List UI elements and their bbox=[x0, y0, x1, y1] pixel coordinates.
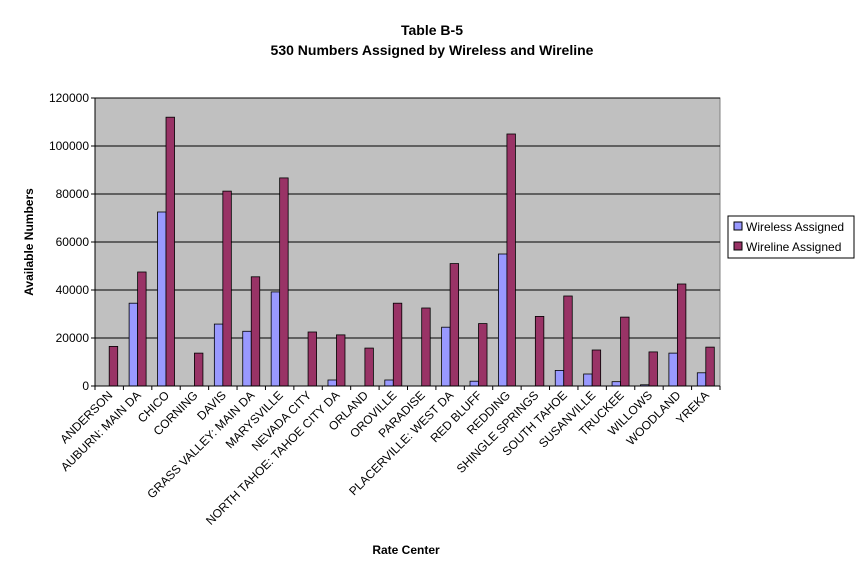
bar-wireless-5 bbox=[213, 323, 224, 387]
bar-wireless-6 bbox=[242, 330, 252, 387]
y-tick-label: 20000 bbox=[56, 331, 90, 345]
y-tick-label: 60000 bbox=[56, 235, 90, 249]
y-axis-title: Available Numbers bbox=[22, 188, 36, 296]
bar-wireless-21 bbox=[668, 352, 678, 387]
bar-wireless-14 bbox=[469, 380, 479, 387]
bar-wireless-3 bbox=[157, 211, 167, 387]
axes bbox=[91, 97, 721, 390]
bar-wireline-16 bbox=[534, 315, 545, 387]
legend-swatch-wireline bbox=[733, 241, 743, 251]
bar-wireless-22 bbox=[696, 372, 707, 387]
bar-wireline-21 bbox=[676, 283, 687, 387]
bar-wireless-13 bbox=[441, 326, 451, 387]
legend-label-wireless: Wireless Assigned bbox=[746, 220, 844, 234]
legend-box bbox=[727, 215, 855, 259]
chart-title: Table B-5 bbox=[401, 22, 463, 38]
y-tick-labels: 0 20000 40000 60000 80000 100000 120000 bbox=[49, 91, 89, 393]
legend-swatch-wireless bbox=[733, 221, 743, 231]
bars bbox=[108, 116, 715, 387]
bar-wireless-7 bbox=[270, 291, 281, 387]
bar-wireline-17 bbox=[563, 295, 573, 387]
bar-wireline-4 bbox=[194, 352, 204, 387]
gridlines bbox=[95, 97, 720, 339]
legend: Wireless Assigned Wireline Assigned bbox=[727, 215, 855, 259]
bar-wireless-18 bbox=[583, 373, 593, 387]
bar-wireless-15 bbox=[498, 253, 508, 387]
bar-wireline-2 bbox=[137, 271, 147, 387]
bar-wireline-10 bbox=[364, 347, 374, 387]
bar-wireline-12 bbox=[421, 307, 431, 387]
bar-wireline-11 bbox=[392, 302, 403, 387]
bar-wireless-17 bbox=[554, 369, 565, 387]
bar-wireline-20 bbox=[648, 351, 658, 387]
y-tick-label: 40000 bbox=[56, 283, 90, 297]
y-tick-label: 80000 bbox=[56, 187, 90, 201]
bar-wireline-3 bbox=[165, 116, 175, 387]
bar-wireline-14 bbox=[478, 323, 488, 387]
x-axis-title: Rate Center bbox=[372, 543, 440, 557]
bar-wireline-9 bbox=[336, 334, 346, 387]
y-tick-label: 120000 bbox=[49, 91, 89, 105]
bar-wireline-15 bbox=[506, 133, 516, 387]
bar-wireline-7 bbox=[279, 177, 289, 387]
y-tick-label: 100000 bbox=[49, 139, 89, 153]
bar-wireline-5 bbox=[222, 190, 232, 387]
bar-wireless-11 bbox=[384, 379, 394, 387]
legend-label-wireline: Wireline Assigned bbox=[746, 240, 841, 254]
bar-wireline-1 bbox=[108, 345, 119, 387]
bar-wireline-13 bbox=[449, 263, 460, 387]
bar-wireline-6 bbox=[250, 276, 261, 387]
bar-wireline-19 bbox=[620, 316, 630, 387]
bar-wireless-19 bbox=[611, 381, 621, 387]
bar-wireless-2 bbox=[128, 302, 139, 387]
y-tick-label: 0 bbox=[82, 379, 89, 393]
bar-wireline-8 bbox=[307, 331, 317, 387]
bar-wireline-22 bbox=[705, 346, 715, 387]
bar-wireless-9 bbox=[327, 379, 337, 387]
chart-subtitle: 530 Numbers Assigned by Wireless and Wir… bbox=[271, 42, 594, 58]
bar-wireline-18 bbox=[591, 349, 602, 387]
